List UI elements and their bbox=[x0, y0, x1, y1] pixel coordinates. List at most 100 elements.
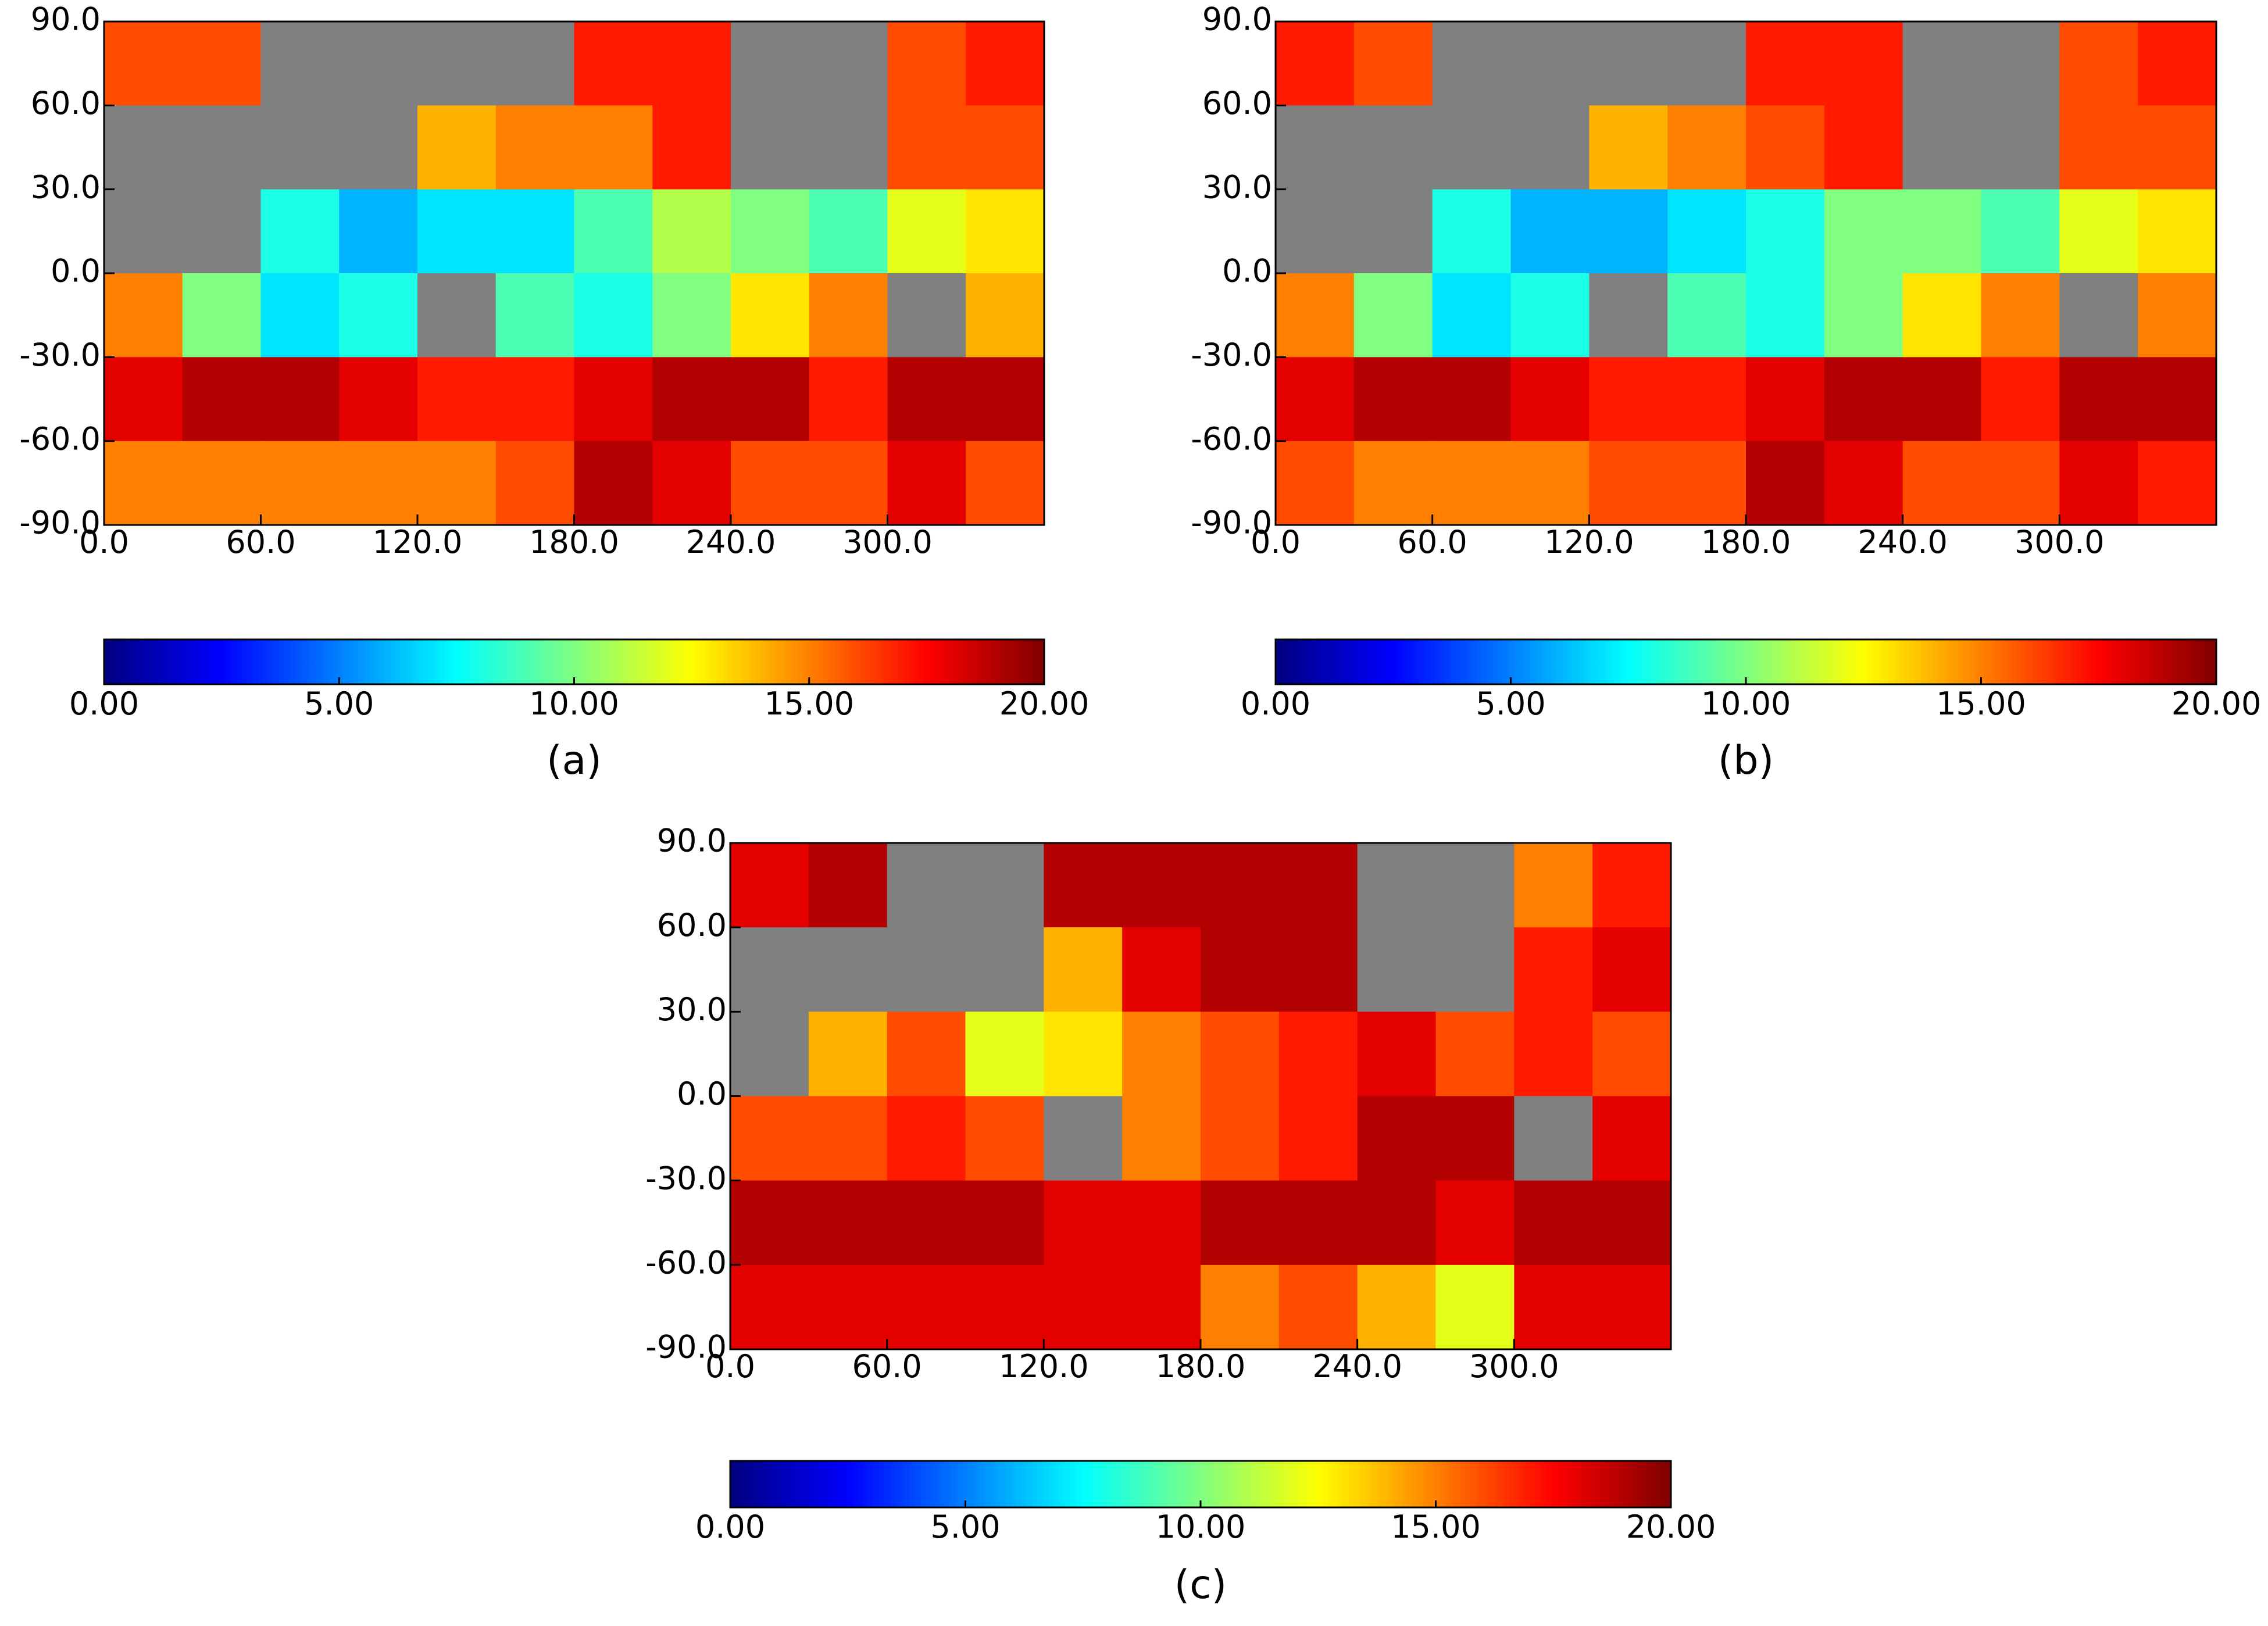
heat-cell bbox=[1510, 357, 1590, 442]
heat-cell bbox=[574, 22, 653, 106]
heat-cell bbox=[1746, 441, 1825, 526]
heat-cell bbox=[574, 441, 653, 526]
heat-cell bbox=[1044, 927, 1123, 1012]
y-tick-label: 30.0 bbox=[1202, 169, 1272, 205]
heat-cell bbox=[1981, 273, 2060, 358]
heat-cell bbox=[574, 105, 653, 190]
colorbar-tick-label: 5.00 bbox=[1476, 685, 1545, 722]
heat-cell bbox=[260, 105, 340, 190]
heat-cell bbox=[1589, 22, 1668, 106]
heat-cell bbox=[339, 357, 418, 442]
heat-cell bbox=[1667, 105, 1746, 190]
colorbar-tick-label: 5.00 bbox=[930, 1509, 1000, 1545]
heat-cell bbox=[1201, 843, 1280, 928]
colorbar-tick-label: 20.00 bbox=[1626, 1509, 1716, 1545]
heat-cell bbox=[652, 105, 731, 190]
heat-cell bbox=[1122, 1264, 1201, 1350]
heat-cell bbox=[1044, 1012, 1123, 1096]
panel-caption: (a) bbox=[547, 738, 602, 784]
heat-cell bbox=[652, 441, 731, 526]
heat-cell bbox=[731, 22, 810, 106]
heat-cell bbox=[1044, 843, 1123, 928]
heat-cell bbox=[966, 105, 1045, 190]
heat-cell bbox=[1278, 843, 1358, 928]
x-tick-label: 0.0 bbox=[705, 1348, 755, 1385]
heat-cell bbox=[104, 22, 183, 106]
heat-cell bbox=[1357, 1012, 1436, 1096]
heat-cell bbox=[1510, 105, 1590, 190]
heat-cell bbox=[1432, 441, 1511, 526]
heat-cell bbox=[1824, 357, 1903, 442]
colorbar-tick-label: 10.00 bbox=[1701, 685, 1791, 722]
x-tick-label: 180.0 bbox=[1701, 524, 1791, 560]
heat-cell bbox=[1044, 1096, 1123, 1181]
heat-cell bbox=[1357, 843, 1436, 928]
heat-cell bbox=[1435, 1012, 1515, 1096]
heat-cell bbox=[1357, 927, 1436, 1012]
heat-cell bbox=[1435, 1096, 1515, 1181]
heat-cell bbox=[731, 357, 810, 442]
heat-cell bbox=[1746, 273, 1825, 358]
heat-cell bbox=[2138, 22, 2217, 106]
y-tick-label: -60.0 bbox=[19, 420, 101, 457]
x-tick-label: 300.0 bbox=[2015, 524, 2105, 560]
heat-cell bbox=[808, 1264, 888, 1350]
colorbar bbox=[729, 1460, 1672, 1509]
y-tick-label: 0.0 bbox=[51, 253, 101, 290]
heat-cell bbox=[887, 22, 966, 106]
colorbar-tick-label: 10.00 bbox=[1156, 1509, 1246, 1545]
heat-cell bbox=[1514, 927, 1593, 1012]
heat-cell bbox=[965, 1180, 1044, 1266]
heat-cell bbox=[1902, 22, 1981, 106]
heat-cell bbox=[2059, 22, 2138, 106]
heat-cell bbox=[808, 843, 888, 928]
heat-cell bbox=[2059, 273, 2138, 358]
y-tick-label: -90.0 bbox=[645, 1329, 727, 1366]
colorbar-tick-label: 20.00 bbox=[2171, 685, 2262, 722]
heat-cell bbox=[339, 22, 418, 106]
heat-cell bbox=[2059, 441, 2138, 526]
heat-cell bbox=[965, 927, 1044, 1012]
heat-cell bbox=[2138, 189, 2217, 274]
colorbar-tick-label: 0.00 bbox=[695, 1509, 765, 1545]
y-tick-label: 90.0 bbox=[31, 1, 101, 38]
heat-cell bbox=[652, 22, 731, 106]
heat-cell bbox=[260, 22, 340, 106]
heat-cell bbox=[809, 189, 888, 274]
heat-cell bbox=[1746, 105, 1825, 190]
heat-cell bbox=[966, 357, 1045, 442]
heat-cell bbox=[1122, 1180, 1201, 1266]
heat-cell bbox=[574, 273, 653, 358]
heat-cell bbox=[808, 927, 888, 1012]
heat-cell bbox=[887, 441, 966, 526]
y-tick-label: 30.0 bbox=[657, 991, 727, 1028]
heat-cell bbox=[731, 105, 810, 190]
x-tick-label: 240.0 bbox=[1858, 524, 1948, 560]
heat-cell bbox=[260, 189, 340, 274]
heat-cell bbox=[1667, 22, 1746, 106]
heat-cell bbox=[2138, 273, 2217, 358]
heat-cell bbox=[260, 441, 340, 526]
colorbar bbox=[1274, 638, 2217, 685]
x-tick-label: 0.0 bbox=[79, 524, 129, 560]
heat-cell bbox=[1122, 843, 1201, 928]
heat-cell bbox=[1510, 441, 1590, 526]
heat-cell bbox=[966, 189, 1045, 274]
heat-cell bbox=[887, 843, 966, 928]
heat-cell bbox=[1276, 273, 1355, 358]
heat-cell bbox=[1514, 1180, 1593, 1266]
heat-cell bbox=[1902, 105, 1981, 190]
heat-cell bbox=[495, 273, 574, 358]
heat-cell bbox=[730, 1096, 809, 1181]
heat-cell bbox=[887, 927, 966, 1012]
heat-cell bbox=[1278, 1180, 1358, 1266]
heat-cell bbox=[1592, 1096, 1671, 1181]
heat-cell bbox=[339, 105, 418, 190]
heat-cell bbox=[887, 1180, 966, 1266]
heat-cell bbox=[1514, 843, 1593, 928]
heat-cell bbox=[1746, 22, 1825, 106]
heat-cell bbox=[1589, 357, 1668, 442]
heat-cell bbox=[339, 273, 418, 358]
y-tick-label: -30.0 bbox=[19, 337, 101, 373]
heat-cell bbox=[1746, 189, 1825, 274]
